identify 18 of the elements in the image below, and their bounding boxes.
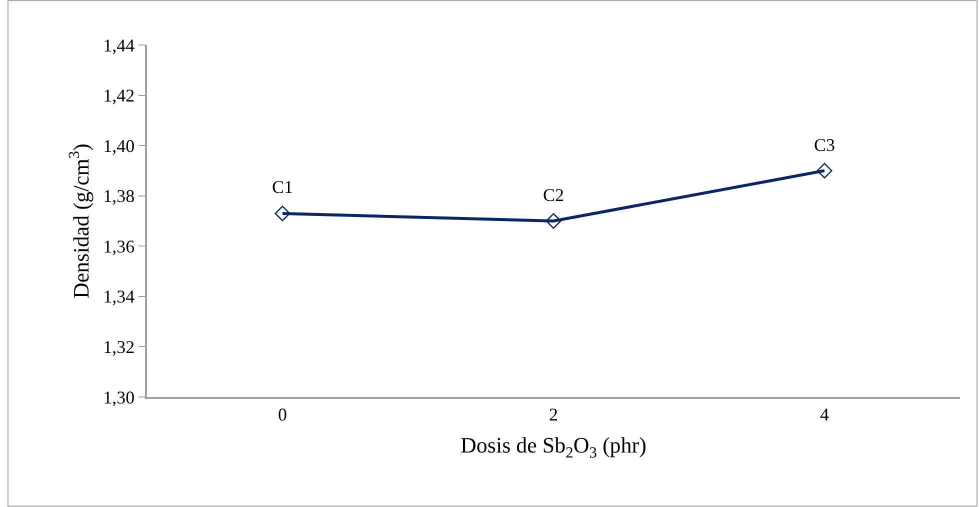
y-tick-label: 1,38 bbox=[103, 186, 135, 206]
y-tick-label: 1,34 bbox=[103, 286, 135, 307]
x-tick-label: 0 bbox=[278, 404, 287, 424]
x-tick-label: 4 bbox=[820, 404, 829, 424]
annotation: C2 bbox=[543, 185, 564, 205]
point bbox=[546, 213, 562, 229]
y-tick-label: 1,32 bbox=[103, 337, 135, 358]
x-tick-label: 2 bbox=[549, 404, 558, 424]
point bbox=[274, 206, 290, 222]
point bbox=[816, 162, 832, 179]
y-tick-label: 1,44 bbox=[103, 35, 135, 56]
x-axis-title: Dosis de Sb$_{2}$O$_{3}$ (phr) bbox=[460, 432, 646, 462]
y-tick-label: 1,40 bbox=[103, 136, 135, 156]
annotation: C1 bbox=[272, 177, 294, 197]
annotation: C3 bbox=[814, 135, 836, 155]
y-tick-label: 1,42 bbox=[103, 86, 135, 106]
y-tick-label: 1,30 bbox=[103, 387, 135, 408]
y-tick-label: 1,36 bbox=[103, 236, 135, 256]
